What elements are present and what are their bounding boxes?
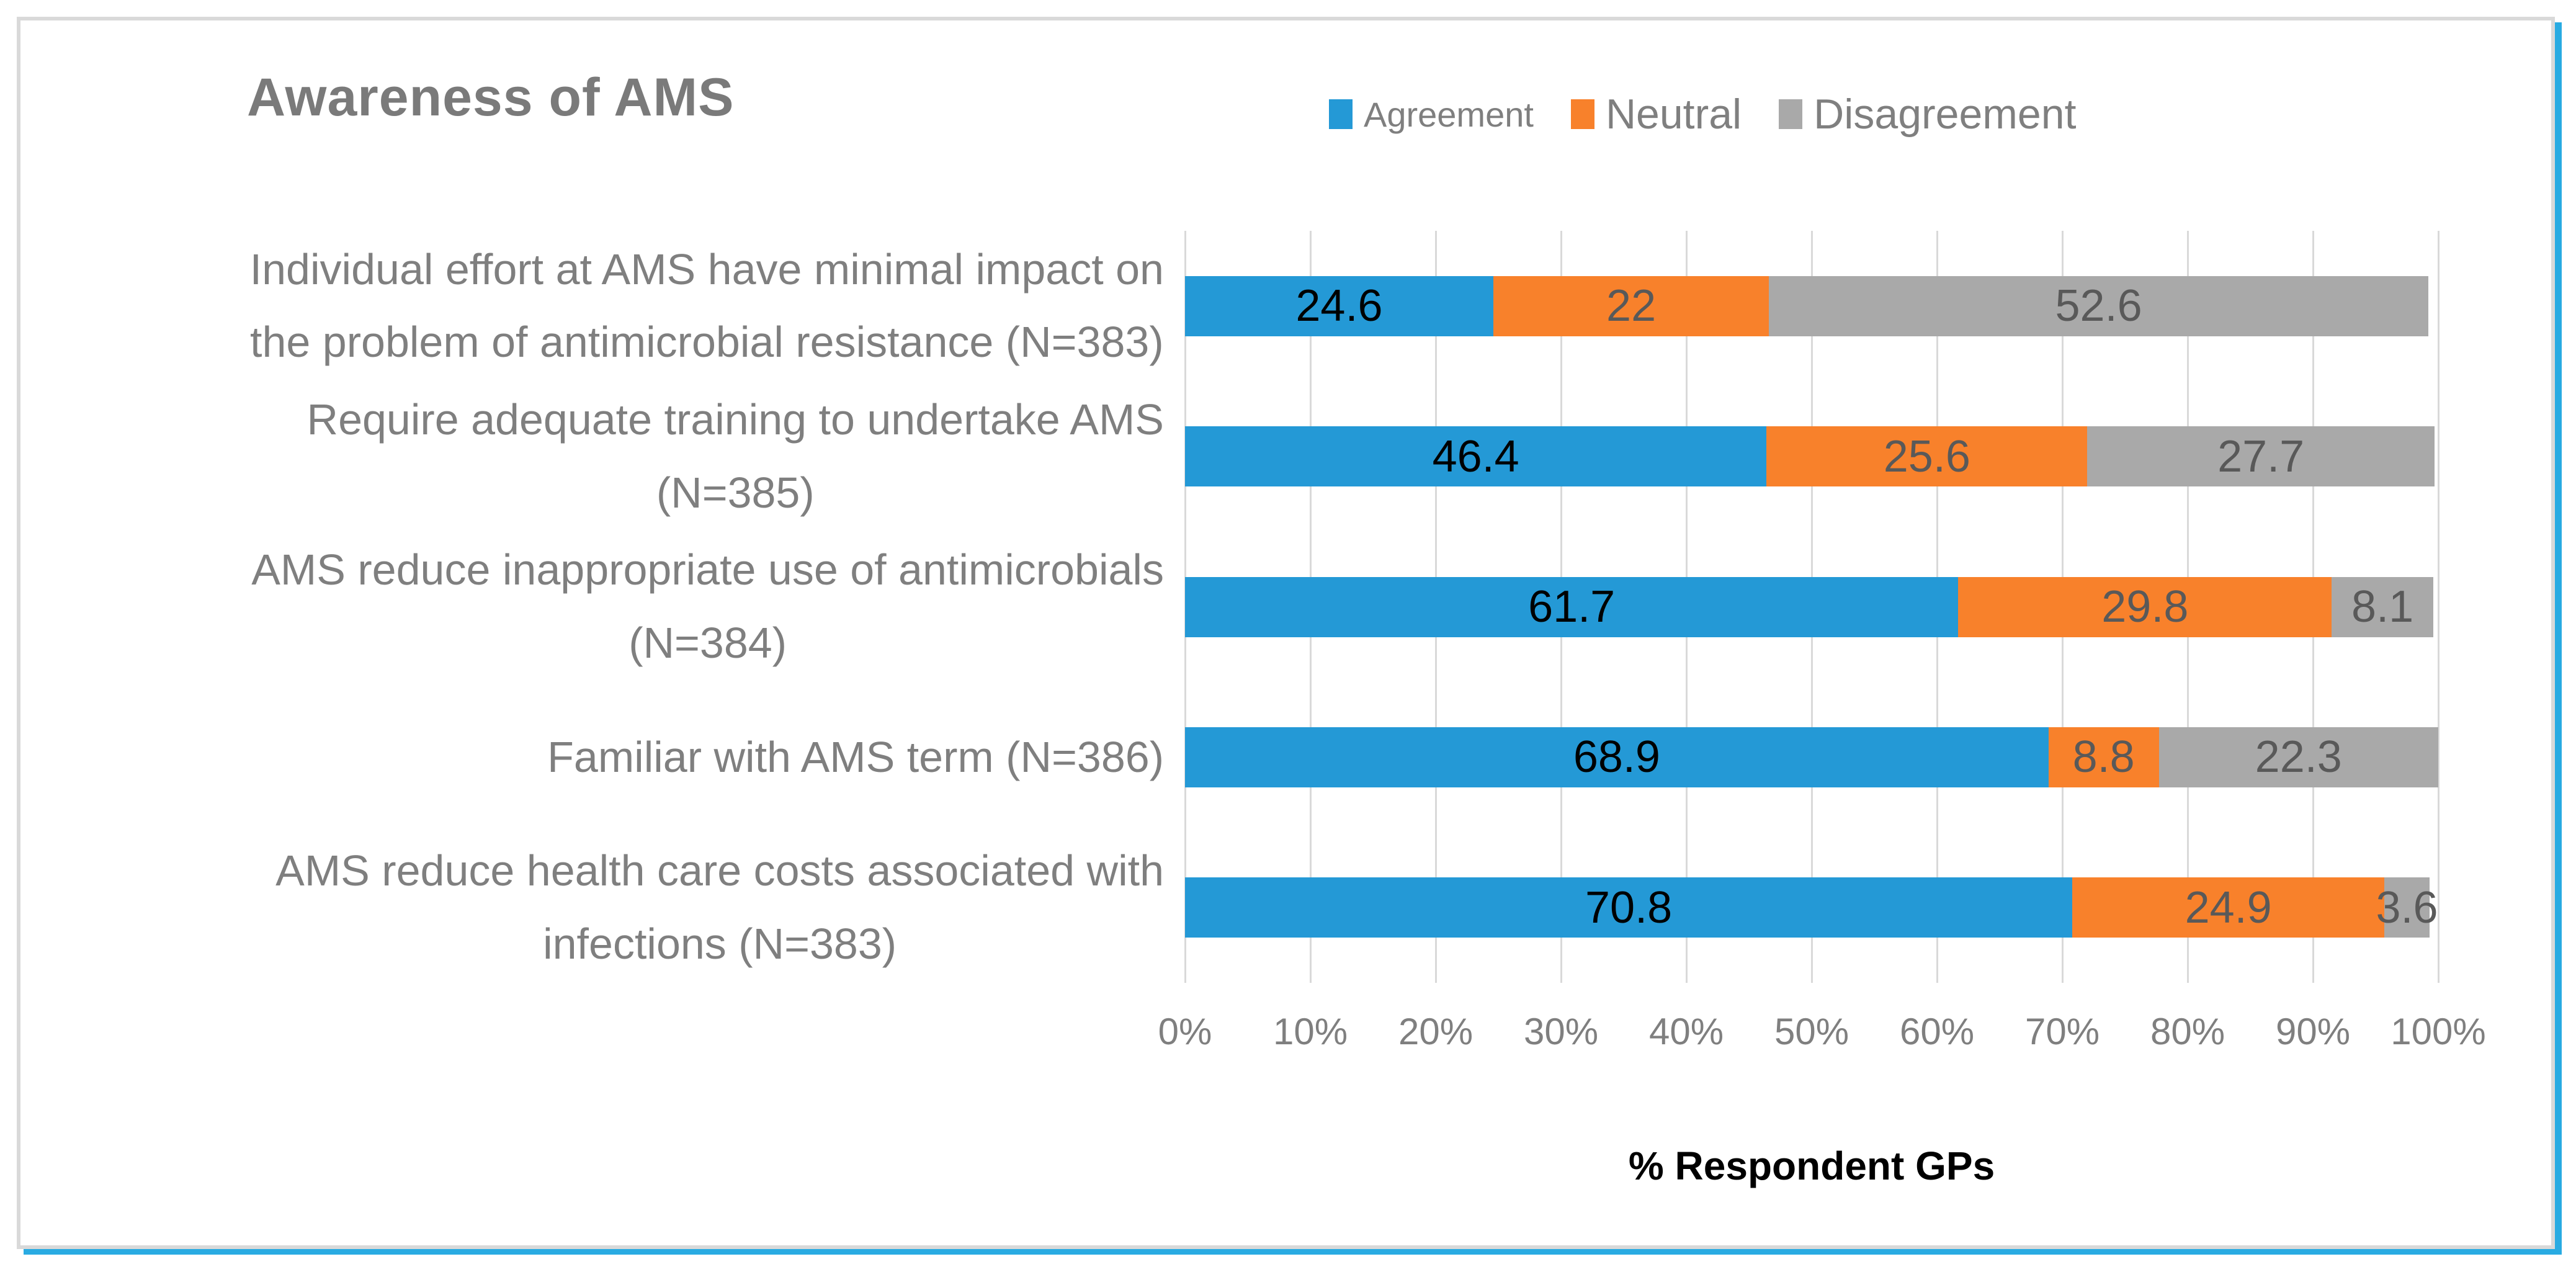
bar-segment-agreement: 68.9 <box>1185 727 2049 787</box>
category-label-row: AMS reduce health care costs associated … <box>21 833 1164 983</box>
gridline <box>2438 231 2440 983</box>
x-tick-label: 10% <box>1272 1011 1348 1052</box>
category-label-row: Require adequate training to undertake A… <box>21 381 1164 531</box>
bar-value-label: 61.7 <box>1528 582 1616 632</box>
bar-row: 70.8 24.9 3.6 <box>1185 877 2438 938</box>
legend: Agreement Neutral Disagreement <box>1329 88 2076 140</box>
category-label-line: infections (N=383) <box>543 919 897 968</box>
plot-area: 24.6 22 52.6 46.4 25.6 27.7 61.7 29.8 8.1 68.9 8.8… <box>1184 231 2440 983</box>
x-tick-label: 60% <box>1899 1011 1975 1052</box>
bar-value-label: 70.8 <box>1585 882 1673 933</box>
category-label: AMS reduce health care costs associated … <box>275 835 1164 980</box>
bar-segment-disagreement: 27.7 <box>2087 426 2435 487</box>
neutral-swatch-icon <box>1570 99 1594 129</box>
bar-segment-agreement: 24.6 <box>1185 275 1493 336</box>
x-tick-label: 40% <box>1648 1011 1724 1052</box>
legend-label-neutral: Neutral <box>1605 91 1742 138</box>
bar-segment-disagreement: 52.6 <box>1769 275 2428 336</box>
x-tick-label: 80% <box>2150 1011 2225 1052</box>
bar-value-label: 46.4 <box>1432 431 1519 481</box>
x-tick-label: 70% <box>2024 1011 2100 1052</box>
legend-item-disagreement: Disagreement <box>1779 90 2076 138</box>
bar-value-label: 29.8 <box>2101 582 2189 632</box>
x-tick-label: 100% <box>2390 1011 2486 1052</box>
bar-segment-agreement: 70.8 <box>1185 877 2073 938</box>
bar-value-label: 8.8 <box>2072 732 2135 782</box>
legend-item-agreement: Agreement <box>1329 94 1534 135</box>
bar-segment-neutral: 25.6 <box>1766 426 2088 487</box>
bar-segment-agreement: 61.7 <box>1185 576 1959 637</box>
bar-segment-neutral: 8.8 <box>2048 727 2159 787</box>
category-label: Familiar with AMS term (N=386) <box>547 721 1164 794</box>
bar-segment-neutral: 29.8 <box>1958 576 2332 637</box>
bar-value-label: 68.9 <box>1573 732 1660 782</box>
category-label: AMS reduce inappropriate use of antimicr… <box>251 534 1164 679</box>
category-label: Individual effort at AMS have minimal im… <box>250 233 1164 379</box>
bar-value-label: 52.6 <box>2055 281 2142 331</box>
x-axis-ticks: 0% 10% 20% 30% 40% 50% 60% 70% 80% 90% 100% <box>1158 1010 2486 1060</box>
legend-label-agreement: Agreement <box>1364 94 1534 134</box>
x-axis-title: % Respondent GPs <box>1628 1144 1995 1188</box>
bar-row: 46.4 25.6 27.7 <box>1185 426 2438 487</box>
category-axis: Individual effort at AMS have minimal im… <box>21 231 1164 983</box>
category-label-line: (N=385) <box>656 468 815 517</box>
bar-segment-disagreement: 22.3 <box>2158 727 2438 787</box>
category-label-row: Familiar with AMS term (N=386) <box>21 682 1164 832</box>
category-label-line: AMS reduce health care costs associated … <box>275 846 1164 895</box>
category-label-line: Require adequate training to undertake A… <box>306 395 1164 444</box>
bar-value-label: 3.6 <box>2376 882 2438 933</box>
x-tick-label: 50% <box>1774 1011 1849 1052</box>
disagreement-swatch-icon <box>1779 99 1803 129</box>
x-tick-label: 0% <box>1158 1011 1212 1052</box>
bar-value-label: 8.1 <box>2351 582 2414 632</box>
x-tick-label: 20% <box>1398 1011 1474 1052</box>
bar-value-label: 24.6 <box>1295 281 1383 331</box>
bar-segment-disagreement: 3.6 <box>2376 877 2438 938</box>
category-label-line: (N=384) <box>628 618 787 667</box>
category-label-row: Individual effort at AMS have minimal im… <box>21 231 1164 381</box>
bar-value-label: 22.3 <box>2255 732 2342 782</box>
x-tick-label: 30% <box>1523 1011 1599 1052</box>
bar-value-label: 24.9 <box>2185 882 2272 933</box>
agreement-swatch-icon <box>1329 99 1353 129</box>
bar-value-label: 22 <box>1606 281 1657 331</box>
chart-title: Awareness of AMS <box>247 68 735 127</box>
bar-row: 61.7 29.8 8.1 <box>1185 576 2438 637</box>
bar-segment-neutral: 22 <box>1493 275 1769 336</box>
category-label: Require adequate training to undertake A… <box>307 383 1164 529</box>
bar-segment-neutral: 24.9 <box>2072 877 2385 938</box>
bar-segment-disagreement: 8.1 <box>2332 576 2433 637</box>
bar-row: 24.6 22 52.6 <box>1185 275 2438 336</box>
bar-row: 68.9 8.8 22.3 <box>1185 727 2438 787</box>
category-label-row: AMS reduce inappropriate use of antimicr… <box>21 532 1164 682</box>
bar-value-label: 27.7 <box>2217 431 2305 481</box>
category-label-line: Individual effort at AMS have minimal im… <box>249 244 1164 293</box>
x-tick-label: 90% <box>2275 1011 2351 1052</box>
legend-label-disagreement: Disagreement <box>1813 91 2077 138</box>
bar-value-label: 25.6 <box>1883 431 1970 481</box>
category-label-line: Familiar with AMS term (N=386) <box>547 732 1164 781</box>
legend-item-neutral: Neutral <box>1570 90 1742 138</box>
category-label-line: the problem of antimicrobial resistance … <box>250 318 1164 367</box>
category-label-line: AMS reduce inappropriate use of antimicr… <box>251 545 1164 594</box>
bar-segment-agreement: 46.4 <box>1185 426 1767 487</box>
